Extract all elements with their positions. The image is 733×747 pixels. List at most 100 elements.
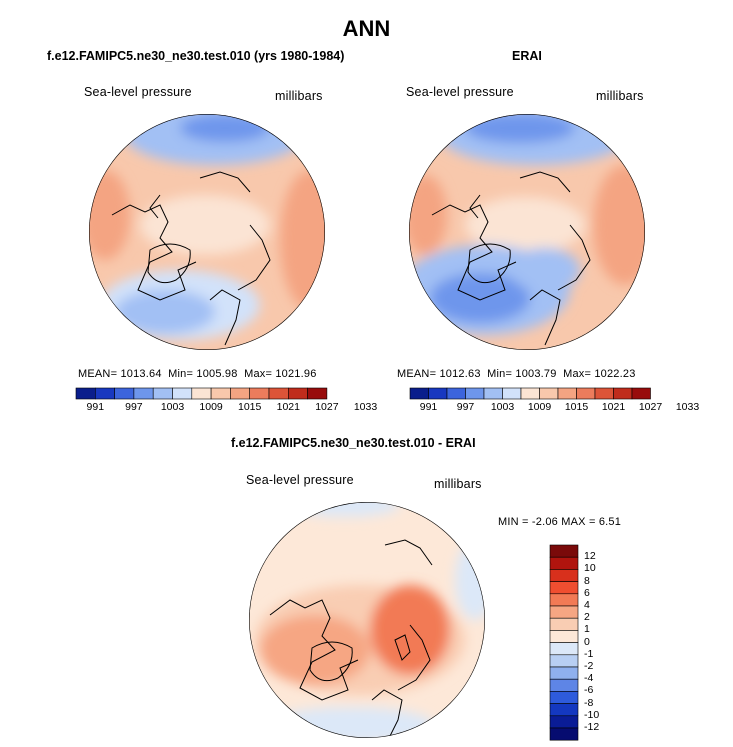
obs-map bbox=[409, 114, 645, 350]
model-colorbar-swatch-5 bbox=[172, 387, 193, 400]
model-colorbar-tick-6: 1027 bbox=[315, 401, 339, 413]
model-low-south-core bbox=[115, 290, 215, 334]
model-panel-title: f.e12.FAMIPC5.ne30_ne30.test.010 (yrs 19… bbox=[47, 49, 345, 63]
obs-colorbar bbox=[409, 387, 651, 400]
model-high-west bbox=[89, 170, 130, 260]
diff-colorbar-swatch-4 bbox=[549, 593, 579, 607]
model-colorbar-swatch-2 bbox=[114, 387, 135, 400]
diff-colorbar-tick-1: 10 bbox=[584, 562, 596, 575]
obs-colorbar-swatch-0 bbox=[409, 387, 429, 400]
diff-stats: MIN = -2.06 MAX = 6.51 bbox=[498, 516, 622, 528]
diff-variable-label: Sea-level pressure bbox=[246, 473, 354, 487]
model-high-east bbox=[280, 170, 325, 310]
figure-title: ANN bbox=[342, 16, 391, 41]
diff-colorbar-tick-7: 0 bbox=[584, 635, 590, 648]
diff-map bbox=[249, 502, 485, 738]
model-colorbar-swatch-1 bbox=[95, 387, 115, 400]
diff-colorbar-tick-11: -6 bbox=[584, 684, 594, 697]
obs-colorbar-tick-7: 1033 bbox=[675, 401, 700, 413]
model-colorbar-swatch-4 bbox=[152, 387, 173, 400]
diff-colorbar bbox=[549, 544, 579, 741]
diff-colorbar-swatch-1 bbox=[549, 556, 579, 570]
obs-colorbar-swatch-1 bbox=[428, 387, 448, 400]
obs-colorbar-swatch-11 bbox=[613, 387, 633, 400]
obs-colorbar-swatch-7 bbox=[539, 387, 559, 400]
diff-colorbar-tick-14: -12 bbox=[584, 721, 600, 733]
model-map bbox=[89, 114, 325, 350]
obs-colorbar-tick-1: 997 bbox=[456, 401, 475, 413]
diff-colorbar-swatch-2 bbox=[549, 569, 579, 582]
diff-colorbar-swatch-12 bbox=[549, 691, 579, 704]
obs-colorbar-swatch-10 bbox=[594, 387, 614, 400]
model-colorbar-tick-7: 1033 bbox=[353, 401, 378, 413]
model-colorbar-tick-4: 1015 bbox=[238, 401, 262, 413]
obs-colorbar-tick-2: 1003 bbox=[490, 401, 515, 413]
obs-colorbar-tick-5: 1021 bbox=[601, 401, 626, 413]
diff-colorbar-tick-12: -8 bbox=[584, 696, 594, 709]
obs-colorbar-tick-4: 1015 bbox=[564, 401, 589, 413]
obs-low-north-core bbox=[465, 114, 575, 143]
diff-colorbar-tick-6: 1 bbox=[584, 623, 590, 636]
obs-panel-title: ERAI bbox=[512, 49, 542, 63]
obs-light-center bbox=[465, 197, 585, 253]
model-colorbar-swatch-11 bbox=[287, 387, 308, 400]
model-colorbar-tick-1: 997 bbox=[125, 401, 143, 413]
diff-coastlines bbox=[269, 539, 433, 738]
diff-colorbar-swatch-3 bbox=[549, 581, 579, 595]
model-colorbar-swatch-9 bbox=[249, 387, 270, 400]
obs-colorbar-swatch-8 bbox=[557, 387, 577, 400]
model-variable-label: Sea-level pressure bbox=[84, 85, 192, 99]
model-colorbar-tick-5: 1021 bbox=[276, 401, 300, 413]
obs-low-center bbox=[510, 248, 580, 292]
model-colorbar-swatch-0 bbox=[75, 387, 96, 400]
obs-colorbar-tick-6: 1027 bbox=[638, 401, 663, 413]
model-colorbar-swatch-8 bbox=[230, 387, 250, 400]
diff-colorbar-swatch-10 bbox=[549, 666, 579, 680]
model-colorbar-swatch-7 bbox=[210, 387, 231, 400]
diff-neg-east bbox=[455, 540, 485, 620]
diff-pos-west bbox=[260, 615, 370, 685]
model-colorbar-tick-2: 1003 bbox=[160, 401, 185, 413]
diff-colorbar-tick-13: -10 bbox=[584, 708, 600, 721]
model-colorbar-swatch-3 bbox=[133, 387, 154, 400]
diff-colorbar-tick-10: -4 bbox=[584, 672, 594, 685]
diff-neg-north bbox=[290, 502, 400, 517]
obs-coastlines bbox=[431, 171, 591, 346]
model-colorbar bbox=[75, 387, 328, 400]
obs-stats: MEAN= 1012.63 Min= 1003.79 Max= 1022.23 bbox=[397, 368, 636, 380]
model-colorbar-tick-3: 1009 bbox=[199, 401, 223, 413]
model-stats: MEAN= 1013.64 Min= 1005.98 Max= 1021.96 bbox=[78, 368, 317, 380]
diff-colorbar-swatch-9 bbox=[549, 654, 579, 668]
diff-colorbar-tick-4: 4 bbox=[584, 599, 590, 611]
obs-units-label: millibars bbox=[596, 89, 644, 103]
diff-colorbar-tick-5: 2 bbox=[584, 611, 590, 624]
diff-colorbar-tick-9: -2 bbox=[584, 660, 594, 672]
diff-colorbar-swatch-11 bbox=[549, 678, 579, 692]
diff-colorbar-swatch-8 bbox=[549, 642, 579, 656]
diff-colorbar-swatch-14 bbox=[549, 715, 579, 729]
obs-colorbar-swatch-5 bbox=[502, 387, 522, 400]
obs-colorbar-swatch-6 bbox=[520, 387, 540, 400]
diff-colorbar-swatch-15 bbox=[549, 727, 579, 741]
diff-colorbar-tick-0: 12 bbox=[584, 550, 596, 563]
obs-colorbar-swatch-2 bbox=[446, 387, 466, 400]
obs-colorbar-tick-3: 1009 bbox=[527, 401, 552, 413]
model-low-north-core bbox=[180, 114, 270, 142]
obs-colorbar-swatch-9 bbox=[576, 387, 596, 400]
model-colorbar-swatch-6 bbox=[191, 387, 212, 400]
model-units-label: millibars bbox=[275, 89, 323, 103]
diff-colorbar-swatch-7 bbox=[549, 630, 579, 643]
model-light-center bbox=[140, 195, 270, 255]
diff-colorbar-swatch-13 bbox=[549, 703, 579, 717]
obs-variable-label: Sea-level pressure bbox=[406, 85, 514, 99]
diff-units-label: millibars bbox=[434, 477, 482, 491]
diff-neg-south bbox=[265, 707, 435, 738]
model-colorbar-swatch-10 bbox=[268, 387, 289, 400]
model-colorbar-swatch-12 bbox=[307, 387, 328, 400]
obs-high-east bbox=[593, 165, 645, 285]
diff-colorbar-swatch-6 bbox=[549, 617, 579, 631]
obs-low-south-core bbox=[430, 273, 530, 323]
obs-colorbar-swatch-3 bbox=[465, 387, 485, 400]
diff-colorbar-swatch-5 bbox=[549, 605, 579, 619]
